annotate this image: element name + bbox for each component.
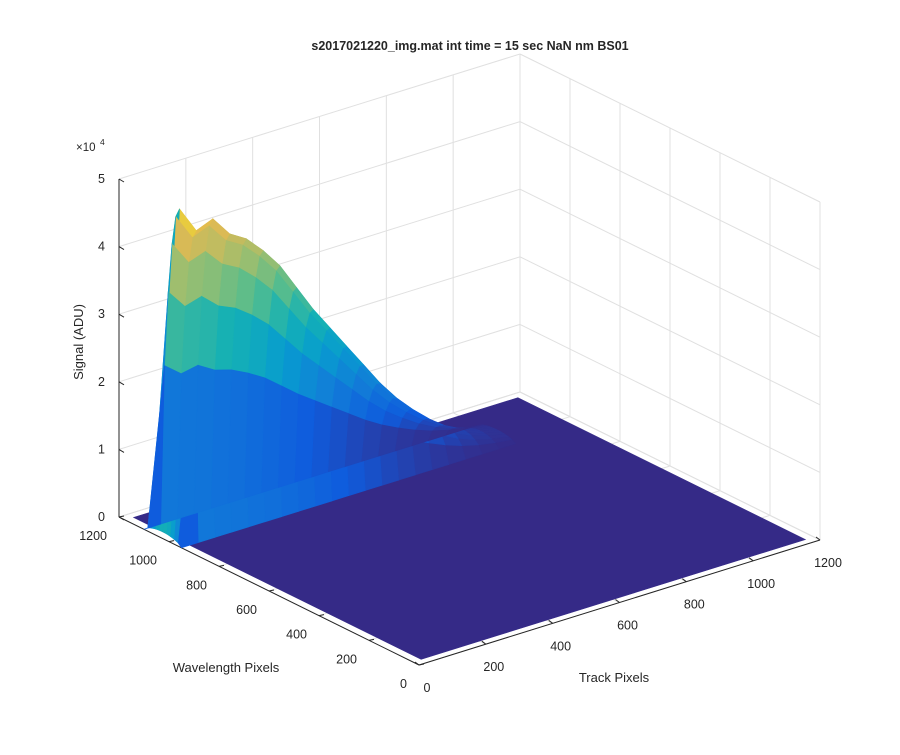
z-tick-mark — [118, 381, 125, 386]
axes-lines — [118, 178, 821, 666]
y-tick-mark — [418, 663, 425, 666]
z-tick-label: 5 — [98, 172, 105, 186]
z-tick-label: 0 — [98, 510, 105, 524]
y-tick-mark — [368, 638, 375, 641]
z-exponent-base: ×10 — [76, 142, 96, 154]
z-tick-label: 3 — [98, 307, 105, 321]
x-tick-label: 600 — [617, 619, 638, 633]
surface-patch — [143, 365, 165, 530]
side-wall-grid-line — [519, 323, 821, 473]
z-tick-label: 4 — [98, 240, 105, 254]
x-axis-label: Track Pixels — [579, 670, 650, 685]
x-tick-mark — [682, 578, 687, 583]
surface-baseline — [132, 397, 807, 660]
z-tick-mark — [118, 178, 125, 183]
y-tick-label: 800 — [186, 578, 207, 592]
surface — [132, 208, 807, 660]
x-tick-mark — [481, 640, 487, 645]
x-tick-mark — [414, 661, 420, 666]
z-tick-mark — [118, 448, 125, 453]
x-tick-label: 1000 — [747, 577, 775, 591]
side-wall-grid-line — [519, 391, 821, 541]
chart-title: s2017021220_img.mat int time = 15 sec Na… — [311, 39, 628, 53]
x-tick-label: 400 — [550, 639, 571, 653]
x-tick-label: 200 — [483, 660, 504, 674]
tick-labels: 0200400600800100012000200400600800100012… — [79, 172, 842, 695]
y-tick-label: 400 — [286, 628, 307, 642]
z-tick-label: 2 — [98, 375, 105, 389]
x-tick-mark — [815, 536, 821, 541]
y-tick-mark — [218, 564, 225, 567]
x-tick-label: 800 — [684, 598, 705, 612]
x-tick-mark — [615, 599, 620, 603]
y-tick-mark — [168, 540, 175, 543]
back-wall-grid-line — [118, 53, 521, 180]
z-exponent: ×10 4 — [76, 137, 105, 154]
z-axis-label: Signal (ADU) — [71, 304, 86, 380]
side-wall-grid-line — [519, 188, 821, 338]
y-tick-label: 1000 — [129, 554, 157, 568]
y-tick-label: 600 — [236, 603, 257, 617]
z-tick-mark — [118, 246, 125, 251]
z-exponent-power: 4 — [100, 137, 105, 147]
y-tick-mark — [318, 614, 325, 617]
y-tick-label: 200 — [336, 652, 357, 666]
y-tick-mark — [268, 589, 275, 592]
x-tick-label: 0 — [424, 681, 431, 695]
y-axis-label: Wavelength Pixels — [173, 660, 280, 675]
y-tick-label: 0 — [400, 677, 407, 691]
side-wall-grid-line — [519, 121, 821, 271]
z-tick-label: 1 — [98, 442, 105, 456]
x-tick-mark — [548, 619, 553, 624]
side-wall-grid-line — [519, 256, 821, 406]
x-tick-mark — [748, 557, 754, 562]
x-tick-label: 1200 — [814, 556, 842, 570]
y-tick-mark — [118, 515, 125, 518]
side-wall-grid-line — [519, 53, 821, 203]
y-tick-label: 1200 — [79, 529, 107, 543]
z-tick-mark — [118, 313, 125, 318]
z-tick-mark — [118, 516, 125, 521]
